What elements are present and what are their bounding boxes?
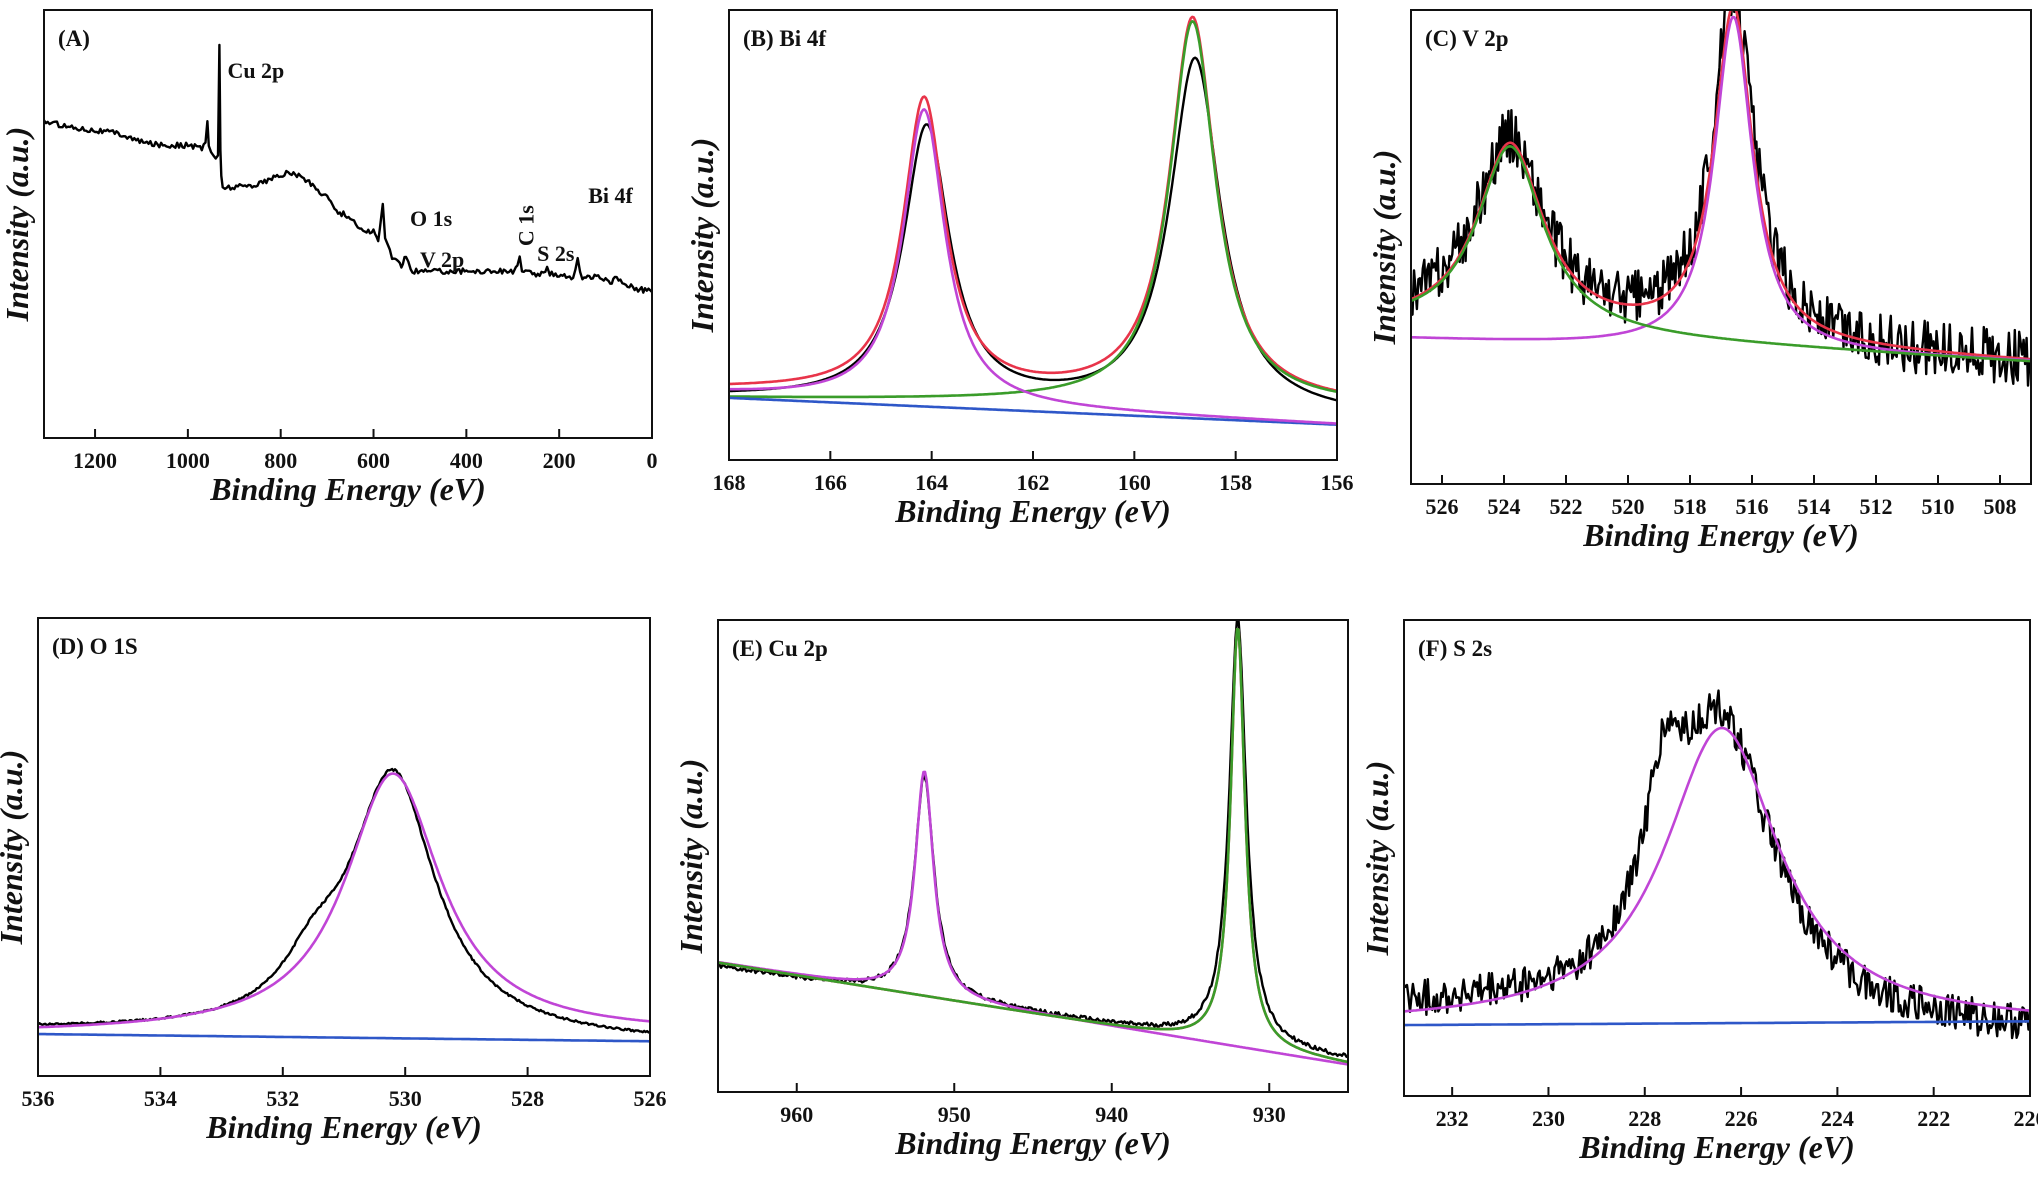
x-tick-label: 950: [938, 1102, 971, 1127]
y-axis-title: Intensity (a.u.): [684, 138, 720, 334]
series-line-1: [39, 772, 649, 1029]
x-tick-label: 164: [915, 470, 948, 495]
peak-label: S 2s: [537, 241, 575, 266]
series-line-0: [1412, 11, 2030, 387]
x-tick-label: 536: [22, 1086, 55, 1111]
plot-frame: [728, 9, 1338, 461]
x-axis-title: Binding Energy (eV): [209, 471, 486, 507]
panel-c: 526 524 522 520 518 516 514 512 510 508 Binding En…: [1366, 9, 2032, 553]
series-line-2: [39, 1032, 649, 1043]
plot-frame: [1410, 9, 2032, 485]
x-tick-label: 800: [264, 448, 297, 473]
panel-b: 168 166 164 162 160 158 156 Binding Energy (eV)…: [684, 9, 1354, 529]
panel-title: (C) V 2p: [1425, 26, 1509, 51]
x-tick-label: 222: [1917, 1106, 1950, 1131]
x-tick-label: 522: [1550, 494, 1583, 519]
x-axis-title: Binding Energy (eV): [894, 493, 1171, 529]
y-axis-title: Intensity (a.u.): [0, 750, 29, 946]
x-tick-label: 200: [543, 448, 576, 473]
x-tick-label: 156: [1321, 470, 1354, 495]
series-line-4: [730, 108, 1336, 425]
y-axis-title: Intensity (a.u.): [1359, 761, 1395, 957]
x-tick-label: 514: [1798, 494, 1831, 519]
panel-a: 1200 1000 800 600 400 200 0 Binding Energy (eV)…: [0, 9, 658, 507]
x-tick-label: 400: [450, 448, 483, 473]
series-line-0: [730, 56, 1336, 402]
x-tick-label: 960: [780, 1102, 813, 1127]
x-tick-label: 166: [814, 470, 847, 495]
x-tick-label: 162: [1017, 470, 1050, 495]
x-tick-label: 0: [647, 448, 658, 473]
x-tick-label: 528: [511, 1086, 544, 1111]
panel-d: 536 534 532 530 528 526 Binding Energy (eV) Int…: [0, 617, 667, 1145]
y-axis-title: Intensity (a.u.): [1366, 150, 1402, 346]
panel-title: (A): [58, 26, 90, 51]
panel-e: 960 950 940 930 Binding Energy (eV) Intensity…: [673, 619, 1349, 1161]
x-tick-label: 526: [634, 1086, 667, 1111]
x-tick-label: 168: [713, 470, 746, 495]
series-line-1: [719, 770, 1347, 1066]
x-axis-title: Binding Energy (eV): [894, 1125, 1171, 1161]
x-tick-label: 534: [144, 1086, 177, 1111]
series-line-1: [1412, 11, 2030, 361]
panel-title: (D) O 1S: [52, 634, 138, 659]
x-tick-label: 228: [1628, 1106, 1661, 1131]
series-line-2: [730, 20, 1336, 399]
series-line-1: [730, 15, 1336, 392]
peak-label: V 2p: [420, 247, 464, 272]
panel-title: (F) S 2s: [1418, 636, 1492, 661]
x-tick-label: 520: [1612, 494, 1645, 519]
peak-label: C 1s: [514, 205, 539, 246]
x-axis-title: Binding Energy (eV): [1578, 1129, 1855, 1165]
panel-title: (B) Bi 4f: [743, 26, 826, 51]
x-tick-label: 930: [1253, 1102, 1286, 1127]
x-tick-label: 518: [1674, 494, 1707, 519]
peak-label: Cu 2p: [227, 58, 284, 83]
series-line-3: [719, 627, 1347, 1064]
plot-frame: [1403, 619, 2031, 1097]
panel-title: (E) Cu 2p: [732, 636, 828, 661]
series-line-1: [1405, 726, 2029, 1013]
plot-frame: [37, 617, 651, 1077]
x-tick-label: 220: [2014, 1106, 2038, 1131]
x-tick-label: 940: [1095, 1102, 1128, 1127]
x-tick-label: 510: [1922, 494, 1955, 519]
series-line-0: [45, 43, 651, 294]
x-axis-title: Binding Energy (eV): [1582, 517, 1859, 553]
x-tick-label: 158: [1219, 470, 1252, 495]
series-line-2: [1405, 1020, 2029, 1027]
y-axis-title: Intensity (a.u.): [673, 759, 709, 955]
x-tick-label: 516: [1736, 494, 1769, 519]
x-tick-label: 1200: [73, 448, 117, 473]
x-tick-label: 524: [1488, 494, 1521, 519]
peak-label: O 1s: [410, 206, 453, 231]
x-tick-label: 508: [1984, 494, 2017, 519]
x-tick-label: 160: [1118, 470, 1151, 495]
x-tick-label: 532: [266, 1086, 299, 1111]
series-line-3: [730, 396, 1336, 426]
x-tick-label: 1000: [166, 448, 210, 473]
panel-f: 232 230 228 226 224 222 220 Binding Energy (eV)…: [1359, 619, 2038, 1165]
plot-frame: [43, 9, 653, 439]
x-tick-label: 232: [1436, 1106, 1469, 1131]
x-axis-title: Binding Energy (eV): [205, 1109, 482, 1145]
plot-frame: [717, 619, 1349, 1093]
series-line-3: [1412, 145, 2030, 363]
series-line-0: [39, 767, 649, 1034]
x-tick-label: 224: [1821, 1106, 1854, 1131]
x-tick-label: 600: [357, 448, 390, 473]
series-line-0: [1405, 689, 2029, 1040]
x-tick-label: 230: [1532, 1106, 1565, 1131]
x-tick-label: 226: [1725, 1106, 1758, 1131]
x-tick-label: 512: [1860, 494, 1893, 519]
x-tick-label: 526: [1426, 494, 1459, 519]
series-line-0: [719, 621, 1347, 1059]
series-line-2: [719, 627, 1347, 1064]
peak-label: Bi 4f: [588, 183, 633, 208]
x-tick-label: 530: [389, 1086, 422, 1111]
y-axis-title: Intensity (a.u.): [0, 127, 35, 323]
